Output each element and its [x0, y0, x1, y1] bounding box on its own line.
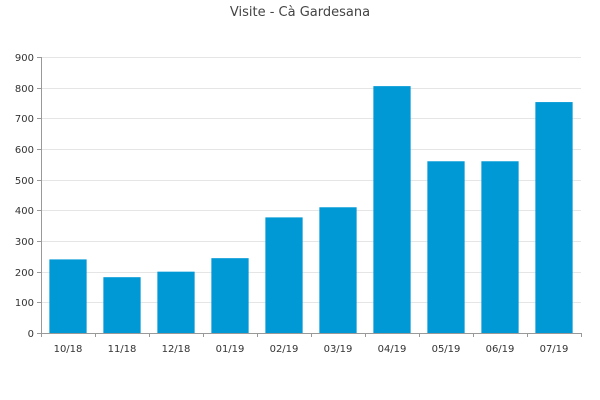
chart-title: Visite - Cà Gardesana	[229, 5, 371, 20]
bar	[157, 271, 195, 333]
y-tick-label: 100	[15, 298, 34, 309]
y-tick-label: 200	[15, 268, 34, 279]
axes	[37, 57, 582, 337]
x-tick-label: 04/19	[378, 344, 407, 355]
y-tick-label: 600	[15, 145, 34, 156]
bar	[373, 86, 411, 333]
x-tick-label: 12/18	[162, 344, 191, 355]
y-tick-label: 500	[15, 176, 34, 187]
x-tick-label: 02/19	[270, 344, 299, 355]
x-tick-label: 07/19	[540, 344, 569, 355]
x-tick-label: 01/19	[216, 344, 245, 355]
bar	[319, 207, 357, 333]
x-tick-label: 03/19	[324, 344, 353, 355]
bar	[265, 217, 303, 333]
bar	[49, 259, 87, 333]
y-tick-label: 300	[15, 237, 34, 248]
y-tick-label: 900	[15, 53, 34, 64]
bar	[103, 277, 141, 333]
bar	[535, 102, 573, 333]
x-tick-label: 06/19	[486, 344, 515, 355]
bar	[211, 258, 249, 333]
x-tick-label: 05/19	[432, 344, 461, 355]
y-tick-label: 0	[28, 329, 34, 340]
tick-labels: 0 100 200 300 400 500 600 700 800 900 10/18 11/18 12…	[15, 53, 569, 355]
x-tick-label: 11/18	[108, 344, 137, 355]
y-tick-label: 800	[15, 84, 34, 95]
y-tick-label: 400	[15, 206, 34, 217]
bars	[49, 86, 573, 333]
bar	[427, 161, 465, 333]
y-tick-label: 700	[15, 114, 34, 125]
x-tick-label: 10/18	[54, 344, 83, 355]
bar	[481, 161, 519, 333]
